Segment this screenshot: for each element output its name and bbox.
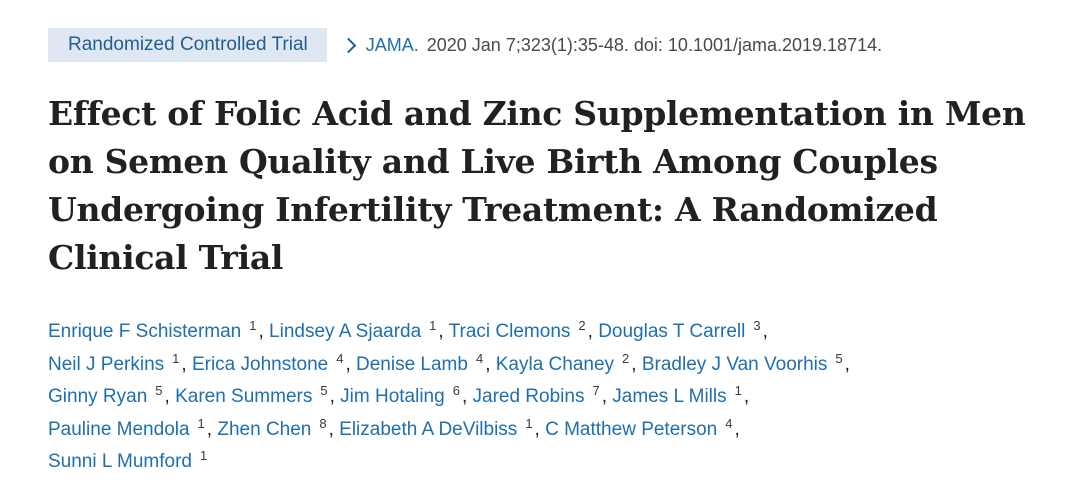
citation-row: Randomized Controlled Trial JAMA. 2020 J…: [48, 28, 1048, 62]
affiliation-marker[interactable]: 2: [578, 318, 586, 333]
author-item: Bradley J Van Voorhis 5,: [641, 350, 850, 375]
affiliation-marker[interactable]: 2: [622, 350, 630, 366]
author-link[interactable]: Denise Lamb: [356, 353, 468, 375]
author-item: Lindsey A Sjaarda 1,: [269, 318, 449, 342]
journal-link[interactable]: JAMA.: [365, 34, 419, 55]
affiliation-marker[interactable]: 5: [155, 383, 163, 398]
author-link[interactable]: Traci Clemons: [448, 321, 571, 342]
affiliation-marker[interactable]: 1: [249, 318, 257, 333]
affiliation-marker[interactable]: 4: [475, 350, 484, 366]
author-link[interactable]: Kayla Chaney: [495, 353, 615, 375]
affiliation-marker[interactable]: 1: [197, 415, 205, 431]
author-item: Pauline Mendola 1,: [48, 415, 218, 440]
author-item: Sunni L Mumford 1: [48, 448, 209, 472]
citation: JAMA. 2020 Jan 7;323(1):35-48. doi: 10.1…: [340, 34, 883, 56]
author-item: Neil J Perkins 1,: [48, 350, 192, 375]
chevron-right-icon[interactable]: [340, 37, 357, 54]
author-item: C Matthew Peterson 4,: [545, 415, 740, 440]
author-link[interactable]: James L Mills: [612, 386, 727, 407]
author-link[interactable]: Ginny Ryan: [48, 386, 148, 407]
authors-list: Enrique F Schisterman 1, Lindsey A Sjaard…: [48, 316, 1008, 479]
affiliation-marker[interactable]: 1: [429, 318, 437, 333]
affiliation-marker[interactable]: 5: [320, 383, 328, 398]
author-item: Douglas T Carrell 3,: [598, 318, 768, 342]
author-link[interactable]: Jim Hotaling: [340, 386, 445, 407]
affiliation-marker[interactable]: 6: [452, 383, 460, 398]
article-header: Randomized Controlled Trial JAMA. 2020 J…: [48, 28, 1048, 479]
affiliation-marker[interactable]: 3: [753, 318, 761, 333]
author-link[interactable]: Lindsey A Sjaarda: [269, 321, 422, 342]
author-item: Elizabeth A DeVilbiss 1,: [339, 415, 546, 440]
author-link[interactable]: Erica Johnstone: [191, 353, 329, 375]
author-link[interactable]: Sunni L Mumford: [48, 451, 192, 472]
author-item: Kayla Chaney 2,: [495, 350, 642, 375]
author-link[interactable]: Elizabeth A DeVilbiss: [339, 418, 518, 440]
affiliation-marker[interactable]: 8: [319, 415, 327, 431]
article-type-badge: Randomized Controlled Trial: [48, 28, 327, 62]
affiliation-marker[interactable]: 1: [525, 415, 533, 431]
author-item: Karen Summers 5,: [175, 383, 341, 407]
author-link[interactable]: Zhen Chen: [217, 418, 312, 440]
author-link[interactable]: Douglas T Carrell: [598, 321, 746, 342]
affiliation-marker[interactable]: 4: [336, 350, 344, 366]
author-link[interactable]: Enrique F Schisterman: [48, 321, 242, 342]
affiliation-marker[interactable]: 1: [734, 383, 742, 398]
author-link[interactable]: C Matthew Peterson: [545, 418, 718, 440]
author-link[interactable]: Karen Summers: [175, 386, 313, 407]
affiliation-marker[interactable]: 1: [199, 448, 208, 463]
citation-details: 2020 Jan 7;323(1):35-48. doi: 10.1001/ja…: [426, 34, 883, 55]
affiliation-marker[interactable]: 1: [172, 350, 180, 366]
author-item: Enrique F Schisterman 1,: [48, 318, 270, 342]
author-link[interactable]: Neil J Perkins: [48, 353, 165, 375]
author-link[interactable]: Pauline Mendola: [48, 418, 190, 440]
affiliation-marker[interactable]: 5: [835, 350, 843, 366]
author-item: Ginny Ryan 5,: [48, 383, 176, 407]
author-item: Erica Johnstone 4,: [191, 350, 356, 375]
author-item: James L Mills 1,: [612, 383, 750, 407]
author-item: Traci Clemons 2,: [448, 318, 599, 342]
author-link[interactable]: Bradley J Van Voorhis: [641, 353, 828, 375]
article-title: Effect of Folic Acid and Zinc Supplement…: [48, 94, 1026, 277]
author-item: Denise Lamb 4,: [356, 350, 496, 375]
affiliation-marker[interactable]: 7: [592, 383, 600, 398]
author-item: Jim Hotaling 6,: [340, 383, 473, 407]
author-item: Jared Robins 7,: [472, 383, 613, 407]
affiliation-marker[interactable]: 4: [725, 415, 733, 431]
author-link[interactable]: Jared Robins: [472, 386, 585, 407]
author-item: Zhen Chen 8,: [217, 415, 340, 440]
